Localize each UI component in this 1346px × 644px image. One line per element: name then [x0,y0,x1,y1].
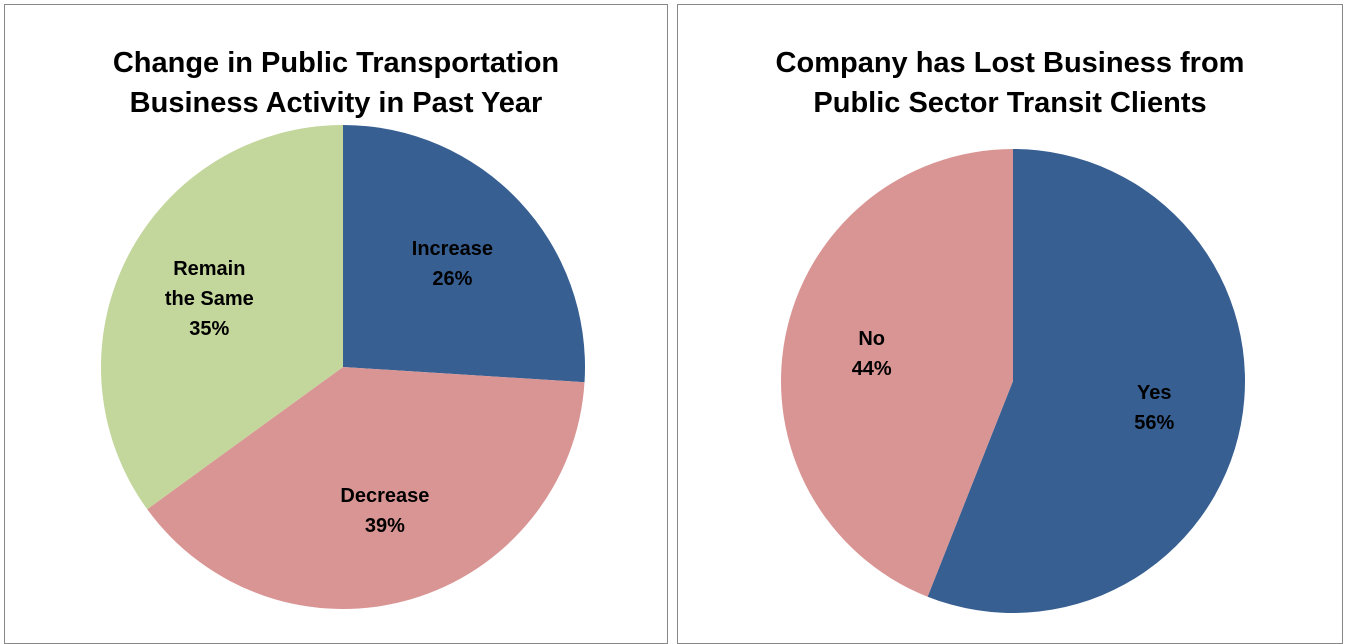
chart-panel: Change in Public Transportation Business… [4,4,668,644]
slice-category: No [858,328,886,351]
slice-value: 26% [432,268,473,291]
pie-slice [927,149,1245,613]
slice-category: Remain the Same [164,257,254,310]
pie [100,125,585,609]
slice-category: Increase [411,238,493,261]
pie-slice [780,149,1013,597]
slice-category: Yes [1137,381,1172,404]
chart-panel: Company has Lost Business from Public Se… [677,4,1343,644]
slice-label: Decrease 39% [335,481,435,541]
page: Change in Public Transportation Business… [4,4,1343,644]
pie-slice [343,125,585,383]
slice-value: 35% [189,317,230,340]
pie-slice [147,367,585,609]
chart-title: Company has Lost Business from Public Se… [775,47,1245,119]
slice-label: No 44% [822,324,922,384]
slice-value: 56% [1134,411,1175,434]
pie [780,149,1245,613]
slice-label: Yes 56% [1104,378,1204,438]
slice-value: 39% [364,515,405,538]
slice-value: 44% [851,358,892,381]
slice-label: Increase 26% [402,234,502,294]
slice-label: Remain the Same 35% [159,254,259,344]
pie-slice [100,125,343,510]
chart-title: Change in Public Transportation Business… [112,47,560,119]
slice-category: Decrease [340,485,430,508]
